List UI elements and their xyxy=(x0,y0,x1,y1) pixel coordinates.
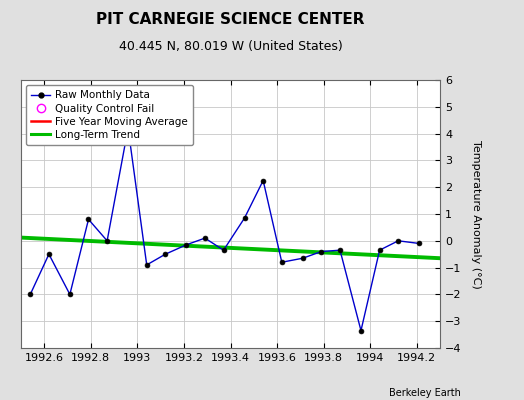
Text: Berkeley Earth: Berkeley Earth xyxy=(389,388,461,398)
Raw Monthly Data xyxy=(162,252,169,257)
Raw Monthly Data xyxy=(46,252,52,257)
Raw Monthly Data xyxy=(144,262,150,267)
Raw Monthly Data xyxy=(300,256,306,261)
Raw Monthly Data xyxy=(85,217,92,222)
Raw Monthly Data xyxy=(104,238,110,243)
Raw Monthly Data xyxy=(260,178,266,183)
Raw Monthly Data xyxy=(358,328,364,333)
Raw Monthly Data xyxy=(279,260,285,265)
Raw Monthly Data xyxy=(202,236,208,240)
Raw Monthly Data xyxy=(27,292,34,297)
Text: 40.445 N, 80.019 W (United States): 40.445 N, 80.019 W (United States) xyxy=(118,40,343,53)
Raw Monthly Data xyxy=(376,248,383,252)
Legend: Raw Monthly Data, Quality Control Fail, Five Year Moving Average, Long-Term Tren: Raw Monthly Data, Quality Control Fail, … xyxy=(26,85,193,145)
Raw Monthly Data xyxy=(221,248,227,252)
Raw Monthly Data xyxy=(125,126,131,131)
Text: PIT CARNEGIE SCIENCE CENTER: PIT CARNEGIE SCIENCE CENTER xyxy=(96,12,365,27)
Raw Monthly Data xyxy=(242,216,248,220)
Raw Monthly Data xyxy=(416,241,422,246)
Raw Monthly Data xyxy=(337,248,343,252)
Raw Monthly Data xyxy=(395,238,401,243)
Y-axis label: Temperature Anomaly (°C): Temperature Anomaly (°C) xyxy=(471,140,481,288)
Raw Monthly Data xyxy=(67,292,73,297)
Raw Monthly Data xyxy=(318,249,324,254)
Line: Raw Monthly Data: Raw Monthly Data xyxy=(28,126,422,333)
Raw Monthly Data xyxy=(183,242,190,247)
